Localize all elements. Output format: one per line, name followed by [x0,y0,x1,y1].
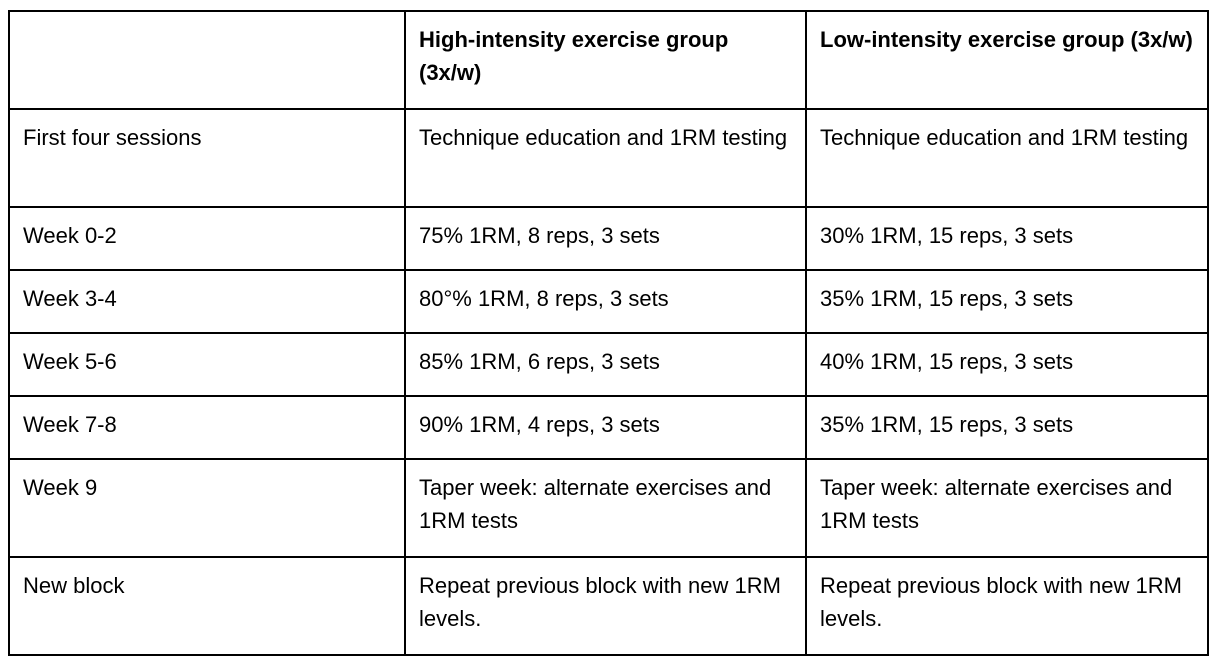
table-header-row: High-intensity exercise group (3x/w) Low… [8,10,1209,110]
header-cell-high-intensity: High-intensity exercise group (3x/w) [404,10,807,110]
cell-low-intensity: Technique education and 1RM testing [805,108,1209,208]
cell-low-intensity: 35% 1RM, 15 reps, 3 sets [805,395,1209,460]
cell-low-intensity: Repeat previous block with new 1RM level… [805,556,1209,656]
cell-high-intensity: Repeat previous block with new 1RM level… [404,556,807,656]
cell-high-intensity: 75% 1RM, 8 reps, 3 sets [404,206,807,271]
table-row-week-5-6: Week 5-6 85% 1RM, 6 reps, 3 sets 40% 1RM… [8,332,1209,397]
row-label: Week 0-2 [8,206,406,271]
cell-high-intensity: 90% 1RM, 4 reps, 3 sets [404,395,807,460]
row-label: Week 7-8 [8,395,406,460]
table-row-week-7-8: Week 7-8 90% 1RM, 4 reps, 3 sets 35% 1RM… [8,395,1209,460]
header-cell-low-intensity: Low-intensity exercise group (3x/w) [805,10,1209,110]
row-label: Week 9 [8,458,406,558]
cell-low-intensity: 35% 1RM, 15 reps, 3 sets [805,269,1209,334]
cell-low-intensity: 40% 1RM, 15 reps, 3 sets [805,332,1209,397]
table-row-week-3-4: Week 3-4 80°% 1RM, 8 reps, 3 sets 35% 1R… [8,269,1209,334]
cell-high-intensity: 80°% 1RM, 8 reps, 3 sets [404,269,807,334]
cell-low-intensity: 30% 1RM, 15 reps, 3 sets [805,206,1209,271]
cell-high-intensity: 85% 1RM, 6 reps, 3 sets [404,332,807,397]
cell-low-intensity: Taper week: alternate exercises and 1RM … [805,458,1209,558]
table-row-first-four-sessions: First four sessions Technique education … [8,108,1209,208]
table-row-week-9: Week 9 Taper week: alternate exercises a… [8,458,1209,558]
training-protocol-table: High-intensity exercise group (3x/w) Low… [8,10,1209,656]
row-label: Week 3-4 [8,269,406,334]
cell-high-intensity: Taper week: alternate exercises and 1RM … [404,458,807,558]
row-label: First four sessions [8,108,406,208]
table-row-week-0-2: Week 0-2 75% 1RM, 8 reps, 3 sets 30% 1RM… [8,206,1209,271]
header-cell-empty [8,10,406,110]
cell-high-intensity: Technique education and 1RM testing [404,108,807,208]
row-label: New block [8,556,406,656]
table-row-new-block: New block Repeat previous block with new… [8,556,1209,656]
row-label: Week 5-6 [8,332,406,397]
